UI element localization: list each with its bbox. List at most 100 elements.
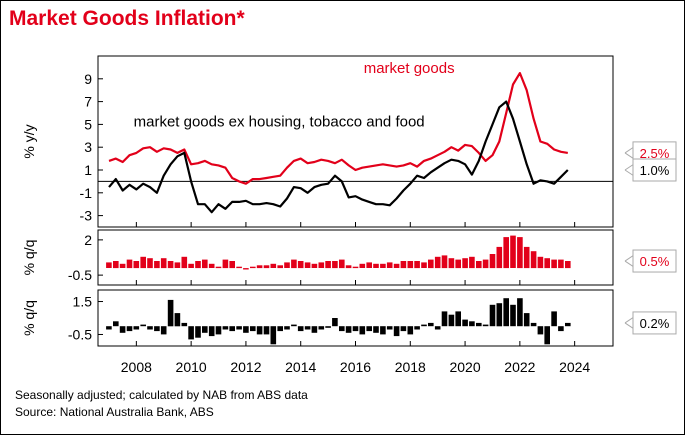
bar-q-59	[503, 298, 509, 327]
panel-3-ylabel: % q/q	[21, 300, 37, 336]
latest-callout-box	[632, 158, 677, 182]
bar-q-12	[181, 256, 188, 269]
bar-q-27	[284, 262, 290, 268]
bar-q-54	[469, 321, 475, 327]
bar-q-11	[174, 313, 181, 327]
bar-q-58	[496, 303, 503, 327]
bar-q-2	[113, 321, 119, 327]
bar-q-57	[489, 254, 496, 269]
bar-q-32	[318, 262, 325, 268]
latest-callout-2: 1.0%	[624, 158, 677, 182]
bar-q-43	[393, 263, 400, 268]
bar-q-28	[291, 259, 297, 269]
bar-q-2	[113, 261, 119, 269]
bar-q-33	[325, 261, 331, 269]
bar-q-21	[243, 326, 249, 333]
panel-1-ytick-label: -1	[80, 185, 93, 201]
bar-q-57	[489, 304, 496, 327]
bar-q-66	[551, 311, 557, 327]
series-line-market-goods	[108, 71, 568, 185]
bar-q-55	[476, 322, 482, 327]
footnote-source: Source: National Australia Bank, ABS	[15, 405, 214, 419]
annotation-market-goods-ex: market goods ex housing, tobacco and foo…	[134, 114, 425, 131]
bar-q-34	[332, 318, 338, 327]
panel-3-ytick-label: -0.5	[68, 326, 92, 342]
bar-q-16	[208, 326, 215, 337]
bar-q-30	[304, 262, 311, 268]
bar-q-62	[523, 313, 530, 327]
panel-1-ytick-label: 5	[84, 116, 92, 132]
x-tick-label: 2022	[504, 359, 535, 375]
bar-q-13	[188, 263, 194, 268]
bar-q-39	[366, 262, 372, 268]
bar-q-11	[174, 262, 181, 268]
series-line-market-goods-ex	[108, 100, 569, 214]
bar-q-60	[510, 304, 516, 327]
bar-q-13	[188, 326, 194, 340]
bar-q-52	[455, 259, 461, 269]
panel-1-ytick-label: 9	[84, 71, 92, 87]
bar-q-50	[441, 311, 448, 327]
bar-q-65	[544, 258, 550, 269]
bar-q-39	[366, 326, 372, 332]
bar-q-6	[140, 324, 146, 327]
bar-q-29	[297, 261, 304, 269]
bar-q-36	[345, 326, 352, 333]
bar-q-52	[455, 311, 461, 327]
bar-q-18	[222, 326, 229, 330]
bar-q-41	[380, 263, 386, 268]
bar-q-49	[434, 326, 441, 330]
bar-q-51	[448, 314, 455, 327]
panel-1-ylabel: % y/y	[21, 124, 37, 158]
bar-q-34	[332, 261, 338, 269]
bar-q-59	[503, 237, 509, 269]
bar-q-46	[414, 261, 420, 269]
bar-q-66	[551, 259, 557, 269]
bar-q-15	[202, 326, 208, 333]
bar-q-65	[544, 326, 550, 345]
bar-q-26	[277, 326, 283, 332]
bar-q-23	[256, 265, 263, 269]
bar-q-22	[250, 326, 256, 332]
bar-q-9	[160, 258, 167, 269]
bar-q-53	[462, 258, 468, 269]
bar-q-63	[530, 251, 537, 269]
bar-q-16	[208, 263, 215, 268]
bar-q-21	[243, 268, 249, 270]
bar-q-40	[373, 263, 379, 268]
bar-q-20	[236, 266, 242, 269]
bar-q-37	[352, 266, 359, 269]
bar-q-17	[215, 326, 222, 335]
bar-q-40	[373, 326, 379, 333]
latest-callout-panel-2: 0.5%	[624, 249, 677, 273]
x-tick-label: 2012	[230, 359, 261, 375]
panel-1-ytick-label: 1	[84, 162, 92, 178]
bar-q-56	[482, 259, 489, 269]
bar-q-8	[154, 261, 160, 269]
bar-q-67	[558, 326, 564, 332]
bar-q-18	[222, 259, 229, 269]
bar-q-37	[352, 326, 359, 332]
x-tick-label: 2010	[176, 359, 207, 375]
bar-q-64	[537, 326, 544, 335]
bar-q-24	[263, 265, 270, 269]
bar-q-5	[133, 261, 140, 269]
bar-q-5	[133, 326, 140, 330]
bar-q-26	[277, 265, 283, 269]
x-tick-label: 2020	[449, 359, 480, 375]
panel-1-ytick-label: 3	[84, 139, 92, 155]
x-tick-label: 2016	[340, 359, 371, 375]
bar-q-44	[400, 326, 407, 332]
bar-q-58	[496, 246, 503, 269]
latest-callout-text: 1.0%	[640, 163, 670, 178]
bar-q-46	[414, 326, 420, 330]
bar-q-33	[325, 326, 331, 328]
latest-callout-text: 0.5%	[640, 254, 670, 269]
bar-q-56	[482, 324, 489, 327]
bar-q-36	[345, 265, 352, 269]
bar-q-68	[565, 322, 571, 327]
chart-title: Market Goods Inflation*	[9, 7, 245, 30]
x-tick-label: 2018	[395, 359, 426, 375]
bar-q-64	[537, 256, 544, 269]
